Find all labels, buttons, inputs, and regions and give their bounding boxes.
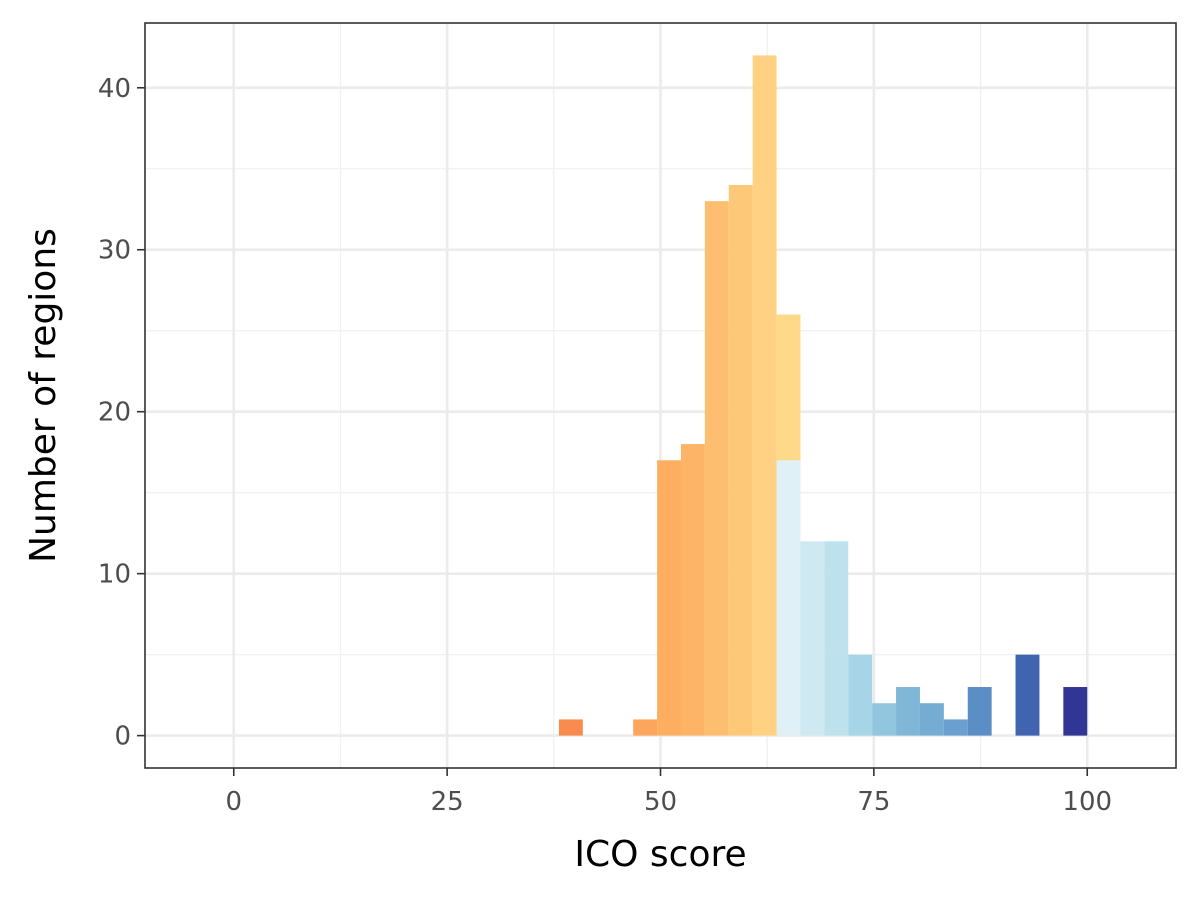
x-tick-label: 0 xyxy=(225,787,242,817)
histogram-bar xyxy=(824,541,849,736)
x-tick-label: 100 xyxy=(1062,787,1112,817)
histogram-bar xyxy=(728,184,753,736)
histogram-bar xyxy=(558,719,583,736)
histogram-bar xyxy=(1063,687,1088,736)
x-axis: 0 25 50 75 100 xyxy=(225,768,1112,817)
histogram-bar xyxy=(800,541,825,736)
y-tick-label: 20 xyxy=(98,398,131,428)
histogram-bar xyxy=(1015,654,1040,736)
histogram-bar xyxy=(872,703,897,736)
y-tick-label: 10 xyxy=(98,560,131,590)
y-tick-label: 30 xyxy=(98,236,131,266)
histogram-bar xyxy=(704,201,729,736)
x-tick-label: 50 xyxy=(644,787,677,817)
histogram-bar xyxy=(752,55,777,736)
x-tick-label: 25 xyxy=(431,787,464,817)
y-tick-label: 40 xyxy=(98,74,131,104)
histogram-bar xyxy=(896,687,920,736)
x-axis-title: ICO score xyxy=(574,834,746,875)
y-tick-label: 0 xyxy=(114,722,131,752)
histogram-bar xyxy=(680,444,705,736)
histogram-bar xyxy=(943,719,968,736)
histogram-bar xyxy=(633,719,658,736)
histogram-bars xyxy=(558,55,1088,736)
histogram-bar-overlay xyxy=(776,460,801,736)
histogram-bar xyxy=(919,703,944,736)
histogram-bar xyxy=(657,460,681,736)
histogram-bar xyxy=(967,687,992,736)
histogram-bar xyxy=(848,654,873,736)
y-axis-title: Number of regions xyxy=(23,228,64,563)
y-axis: 0 10 20 30 40 xyxy=(98,74,145,752)
x-tick-label: 75 xyxy=(857,787,890,817)
